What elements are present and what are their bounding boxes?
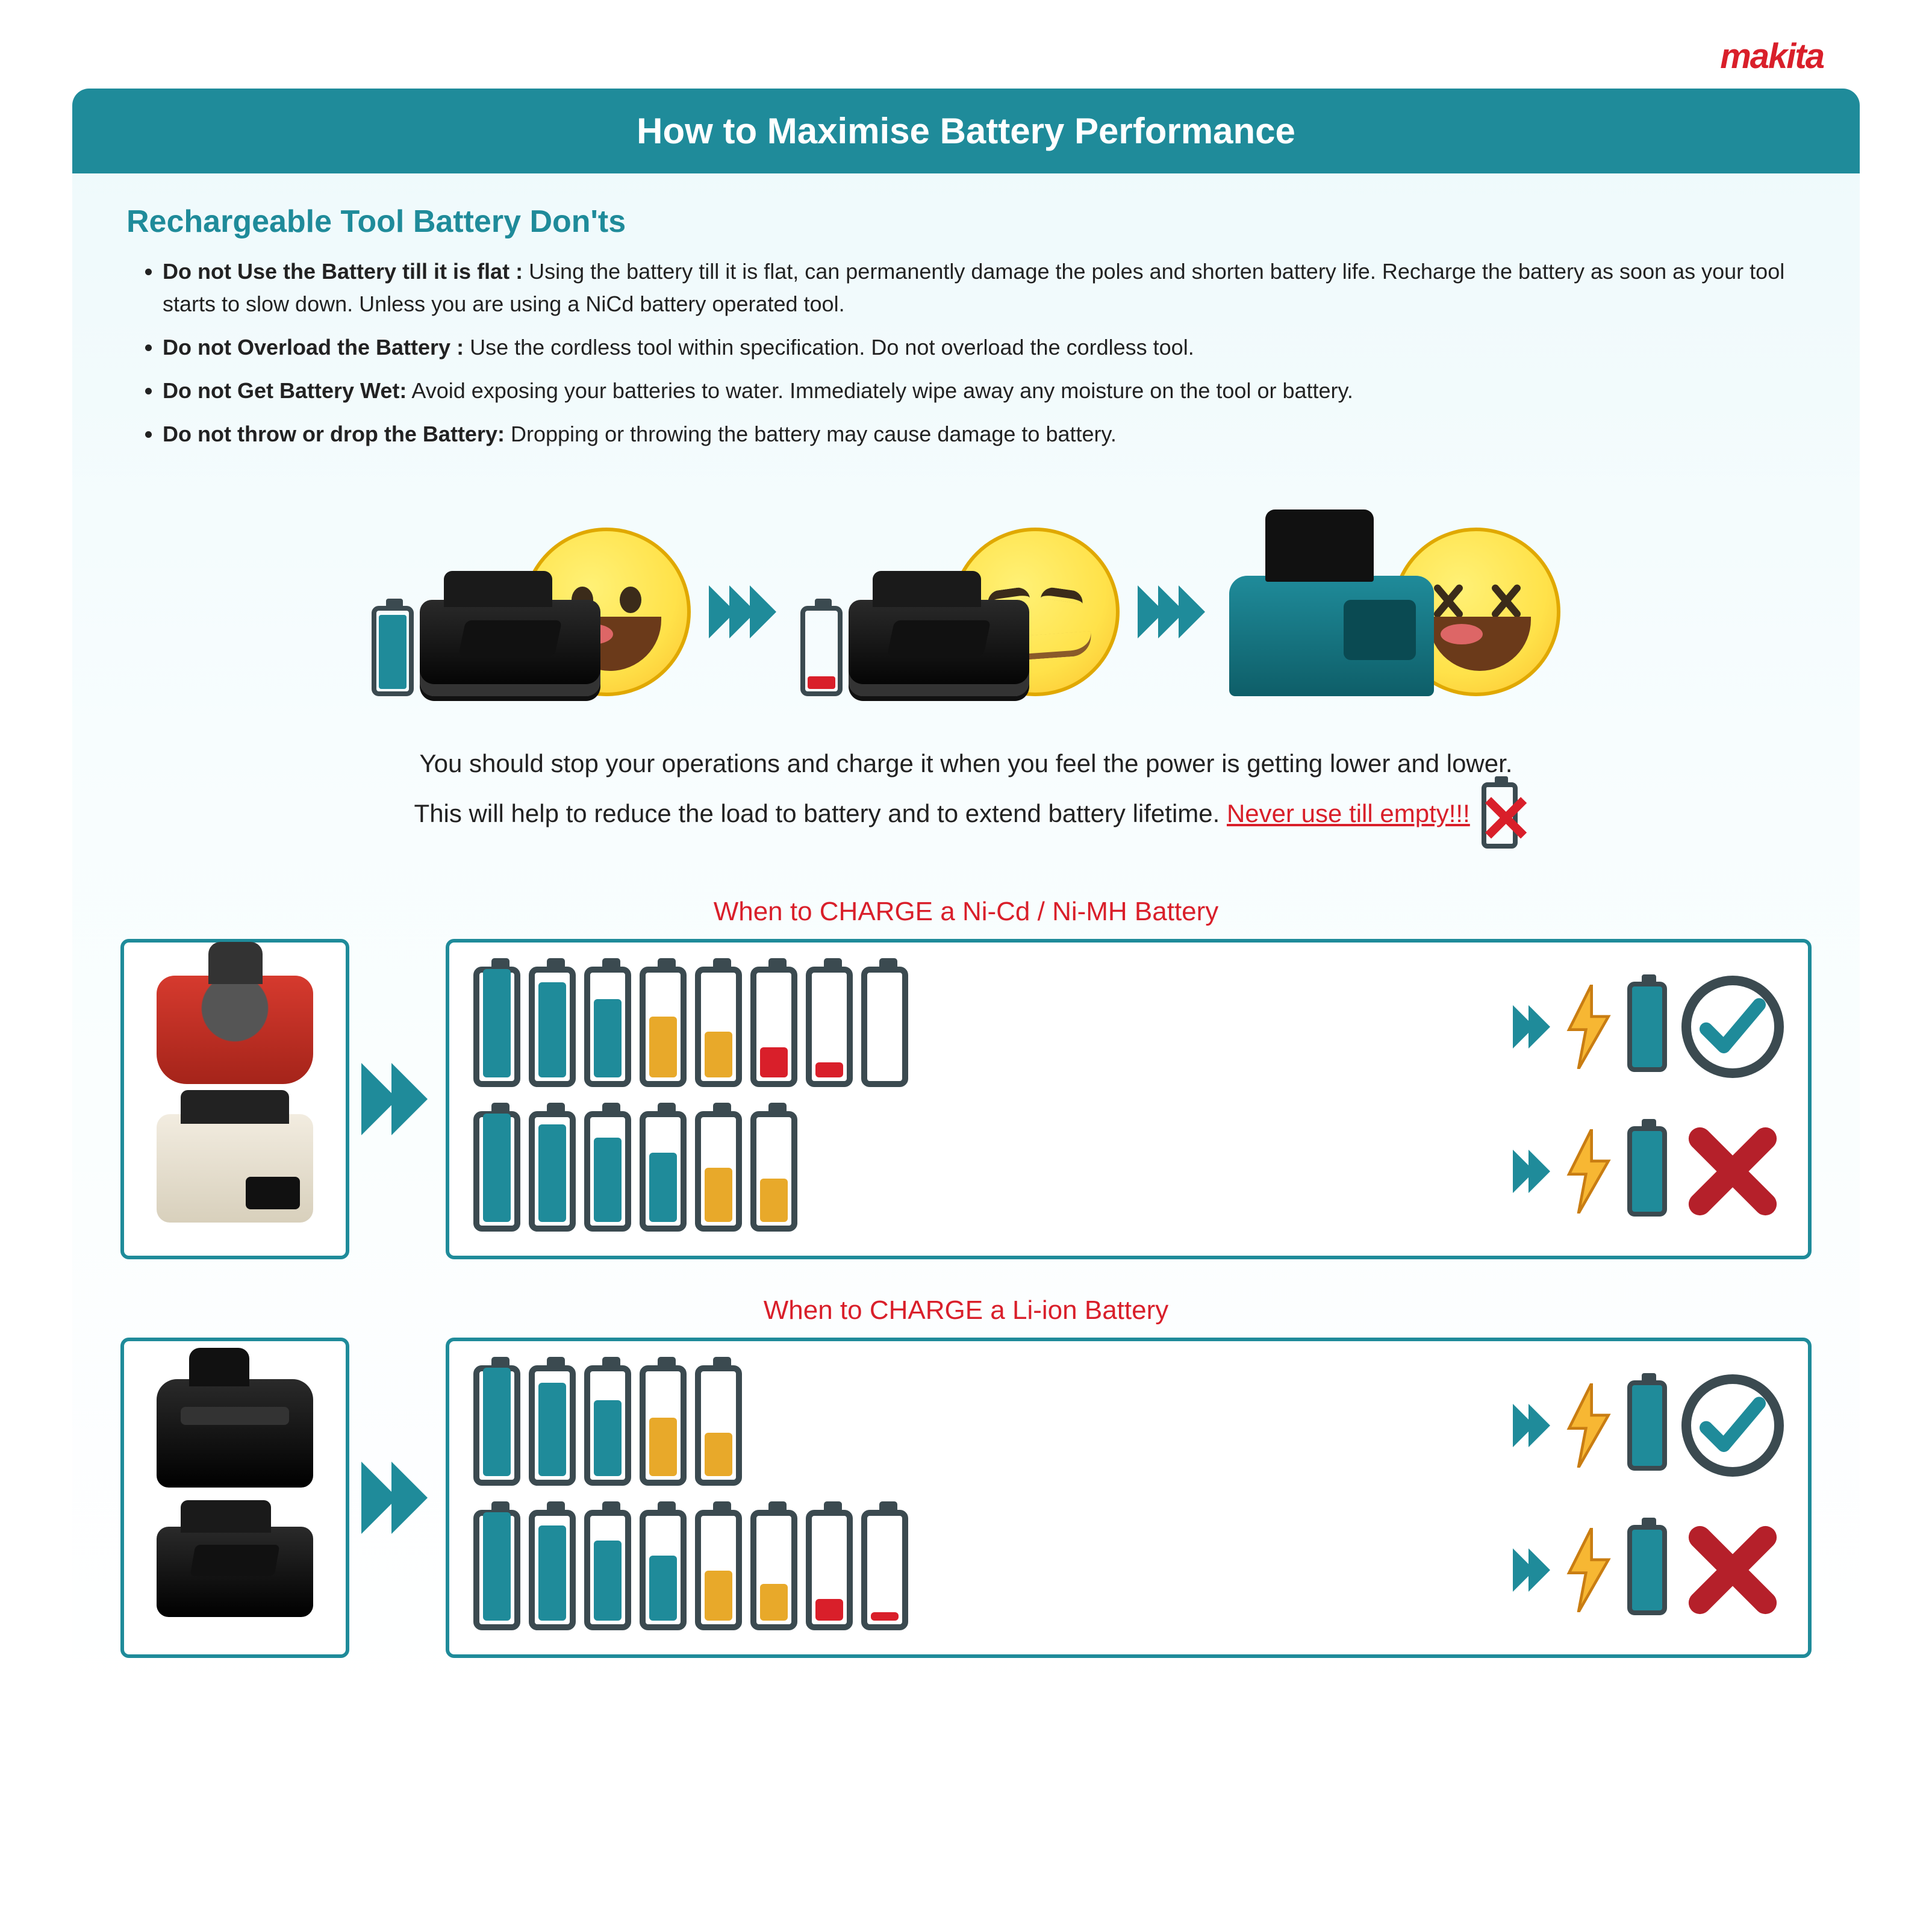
battery-full-icon [372, 606, 414, 696]
battery-cell-icon [695, 967, 742, 1087]
battery-cell-icon [861, 967, 908, 1087]
nicd-panel-title: When to CHARGE a Ni-Cd / Ni-MH Battery [72, 861, 1860, 939]
nicd-sequence-box [446, 939, 1812, 1259]
advisory-text: You should stop your operations and char… [72, 720, 1860, 861]
battery-cell-icon [806, 1510, 853, 1630]
battery-cell-icon [584, 1365, 631, 1486]
charge-sequence-row [473, 1365, 1784, 1486]
battery-cells [473, 1365, 1504, 1486]
battery-cell-icon [529, 1510, 576, 1630]
stage-full [372, 528, 691, 696]
chevron-icon [1519, 1150, 1550, 1193]
battery-cells [473, 1510, 1504, 1630]
empty-battery-cross-icon [1482, 782, 1518, 849]
chevron-icon [715, 585, 776, 638]
liion-panel-title: When to CHARGE a Li-ion Battery [72, 1259, 1860, 1338]
battery-cell-icon [473, 967, 520, 1087]
chevron-icon [1144, 585, 1205, 638]
verdict-ok-icon [1681, 1374, 1784, 1477]
battery-cell-icon [695, 1365, 742, 1486]
info-card: How to Maximise Battery Performance Rech… [72, 89, 1860, 1706]
battery-cell-icon [584, 1510, 631, 1630]
nimh-battery-icon [157, 1114, 313, 1223]
verdict-ok-icon [1681, 976, 1784, 1078]
advisory-warning: Never use till empty!!! [1227, 799, 1470, 827]
chevron-icon [1519, 1404, 1550, 1447]
nicd-thumb-box [120, 939, 349, 1259]
battery-cell-icon [750, 1510, 797, 1630]
battery-cell-icon [640, 1510, 687, 1630]
battery-cells [473, 1111, 1504, 1232]
battery-cell-icon [529, 967, 576, 1087]
battery-pack-icon [849, 600, 1029, 696]
lightning-bolt-icon [1565, 1129, 1613, 1214]
liion-sequence-box [446, 1338, 1812, 1658]
battery-cell-icon [640, 1111, 687, 1232]
battery-pack-icon [420, 600, 600, 696]
charged-cell-icon [1627, 1525, 1667, 1615]
page-title: How to Maximise Battery Performance [72, 89, 1860, 173]
lightning-bolt-icon [1565, 1383, 1613, 1468]
charge-sequence-row [473, 967, 1784, 1087]
charged-cell-icon [1627, 982, 1667, 1072]
battery-cells [473, 967, 1504, 1087]
battery-cell-icon [750, 967, 797, 1087]
charger-icon [1229, 576, 1434, 696]
battery-cell-icon [584, 1111, 631, 1232]
battery-cell-icon [473, 1510, 520, 1630]
battery-cell-icon [806, 967, 853, 1087]
donts-section: Rechargeable Tool Battery Don'ts Do not … [72, 173, 1860, 479]
battery-cell-icon [473, 1365, 520, 1486]
battery-cell-icon [529, 1111, 576, 1232]
verdict-bad-icon [1681, 1120, 1784, 1223]
battery-cell-icon [473, 1111, 520, 1232]
chevron-icon [1519, 1548, 1550, 1592]
chevron-icon [367, 1338, 428, 1658]
donts-list: Do not Use the Battery till it is flat :… [126, 255, 1806, 450]
dont-item: Do not Use the Battery till it is flat :… [163, 255, 1806, 320]
battery-cell-icon [640, 1365, 687, 1486]
battery-cell-icon [529, 1365, 576, 1486]
chevron-icon [367, 939, 428, 1259]
battery-cell-icon [640, 967, 687, 1087]
liion-panel [72, 1338, 1860, 1706]
charge-sequence-row [473, 1510, 1784, 1630]
stage-low [800, 528, 1120, 696]
liion-battery-icon [157, 1379, 313, 1488]
battery-cell-icon [584, 967, 631, 1087]
dont-item: Do not Get Battery Wet: Avoid exposing y… [163, 375, 1806, 407]
donts-heading: Rechargeable Tool Battery Don'ts [126, 204, 1806, 240]
lightning-bolt-icon [1565, 985, 1613, 1069]
stage-charging [1229, 528, 1560, 696]
battery-cell-icon [695, 1111, 742, 1232]
dont-item: Do not throw or drop the Battery: Droppi… [163, 418, 1806, 450]
liion-thumb-box [120, 1338, 349, 1658]
battery-cell-icon [750, 1111, 797, 1232]
battery-low-icon [800, 606, 843, 696]
charge-sequence-row [473, 1111, 1784, 1232]
dont-item: Do not Overload the Battery : Use the co… [163, 331, 1806, 364]
battery-cell-icon [861, 1510, 908, 1630]
chevron-icon [1519, 1005, 1550, 1049]
verdict-bad-icon [1681, 1519, 1784, 1621]
nicd-battery-icon [157, 976, 313, 1084]
liion-slide-battery-icon [157, 1527, 313, 1617]
brand-logo: makita [72, 36, 1860, 89]
battery-cell-icon [695, 1510, 742, 1630]
nicd-panel [72, 939, 1860, 1259]
lightning-bolt-icon [1565, 1528, 1613, 1612]
charged-cell-icon [1627, 1126, 1667, 1217]
charged-cell-icon [1627, 1380, 1667, 1471]
usage-flow [72, 479, 1860, 720]
